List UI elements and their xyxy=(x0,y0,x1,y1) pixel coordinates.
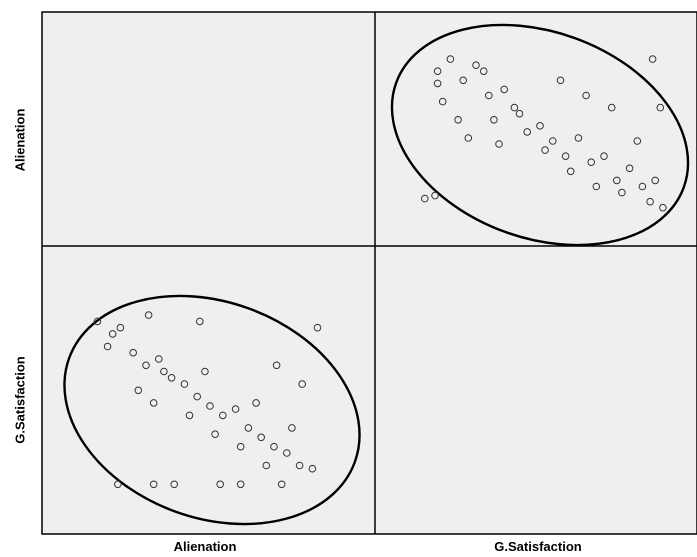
scatter-point xyxy=(298,380,307,388)
scatter-point xyxy=(600,152,608,160)
scatter-point xyxy=(155,355,163,363)
scatter-point xyxy=(433,67,442,75)
scatter-point xyxy=(656,103,665,112)
matrix-frame xyxy=(41,11,697,535)
scatter-point xyxy=(196,317,204,326)
scatter-point xyxy=(170,480,178,489)
scatter-point xyxy=(638,182,647,191)
scatter-point xyxy=(134,386,143,395)
scatter-point xyxy=(129,348,137,357)
scatter-point xyxy=(270,442,278,451)
confidence-ellipse-bottom-left xyxy=(63,294,361,526)
scatter-point xyxy=(149,399,158,407)
scatter-point xyxy=(421,194,429,203)
confidence-ellipse-top-right xyxy=(390,23,690,247)
scatter-point xyxy=(149,480,158,489)
scatter-point xyxy=(479,67,488,75)
column-label-gsatisfaction: G.Satisfaction xyxy=(494,539,582,554)
scatter-point xyxy=(252,399,260,407)
scatter-point xyxy=(257,433,266,442)
scatter-point xyxy=(206,402,214,410)
scatter-point xyxy=(561,152,570,160)
scatter-point xyxy=(625,164,634,173)
scatter-point xyxy=(231,405,240,413)
scatter-point xyxy=(262,461,271,470)
scatter-point xyxy=(613,176,621,185)
scatter-point xyxy=(582,91,590,100)
scatter-point xyxy=(515,109,524,118)
panel-gsatisfaction-gsatisfaction xyxy=(375,246,697,534)
scatter-point xyxy=(114,480,122,489)
scatter-point xyxy=(167,374,176,382)
scatter-point xyxy=(536,122,544,130)
scatter-point xyxy=(574,134,583,142)
scatter-point xyxy=(142,361,150,370)
scatter-point xyxy=(288,424,296,432)
scatter-point xyxy=(446,55,455,63)
scatter-point xyxy=(618,188,626,197)
scatter-point xyxy=(659,203,667,212)
scatter-point xyxy=(556,76,565,85)
scatter-point xyxy=(295,461,304,470)
scatter-points-gsatisfaction-vs-alienation xyxy=(93,311,322,489)
scatter-point xyxy=(549,137,557,145)
panel-gsatisfaction-alienation xyxy=(42,246,375,534)
scatter-point xyxy=(459,76,468,85)
scatter-point xyxy=(431,191,439,200)
scatter-point xyxy=(108,330,117,338)
scatter-point xyxy=(180,380,189,388)
scatter-point xyxy=(236,442,245,451)
scatter-point xyxy=(592,182,601,191)
panel-alienation-gsatisfaction xyxy=(375,12,697,246)
scatter-point xyxy=(93,317,102,326)
scatter-point xyxy=(646,197,654,206)
scatter-points-alienation-vs-gsatisfaction xyxy=(421,55,667,212)
scatter-point xyxy=(541,146,549,154)
scatter-point xyxy=(495,140,503,148)
scatter-point xyxy=(193,392,201,401)
scatter-point xyxy=(283,449,291,457)
scatter-point xyxy=(160,367,168,376)
scatter-point xyxy=(308,464,317,473)
scatter-point xyxy=(277,480,286,489)
scatter-point xyxy=(201,367,209,376)
panel-alienation-alienation xyxy=(42,12,375,246)
scatter-point xyxy=(219,411,227,420)
scatter-point xyxy=(211,430,219,439)
column-label-alienation: Alienation xyxy=(173,539,237,554)
scatter-point xyxy=(313,323,322,332)
scatter-point xyxy=(216,480,224,489)
scatter-point xyxy=(236,480,245,489)
scatter-point xyxy=(523,128,532,136)
scatter-point xyxy=(651,176,660,185)
scatter-point xyxy=(472,61,480,69)
scatter-point xyxy=(185,411,194,420)
scatter-point xyxy=(490,116,498,124)
scatter-point xyxy=(587,158,596,166)
row-label-alienation: Alienation xyxy=(12,108,28,172)
scatter-point xyxy=(464,134,473,142)
scatter-point xyxy=(633,137,642,145)
scatter-point xyxy=(454,116,462,124)
scatter-point xyxy=(103,342,112,351)
scatter-point xyxy=(648,55,657,63)
scatter-point xyxy=(566,167,575,176)
scatter-point xyxy=(116,323,125,332)
scatter-point xyxy=(500,85,509,94)
scatter-point xyxy=(272,361,281,370)
scatter-point xyxy=(485,91,493,100)
scatter-point xyxy=(144,311,153,319)
scatter-point xyxy=(433,79,442,88)
scatter-point xyxy=(510,103,519,112)
scatter-point xyxy=(607,103,616,112)
row-label-gsatisfaction: G.Satisfaction xyxy=(12,356,28,444)
scatter-point xyxy=(244,424,253,432)
scatter-point xyxy=(438,97,447,106)
